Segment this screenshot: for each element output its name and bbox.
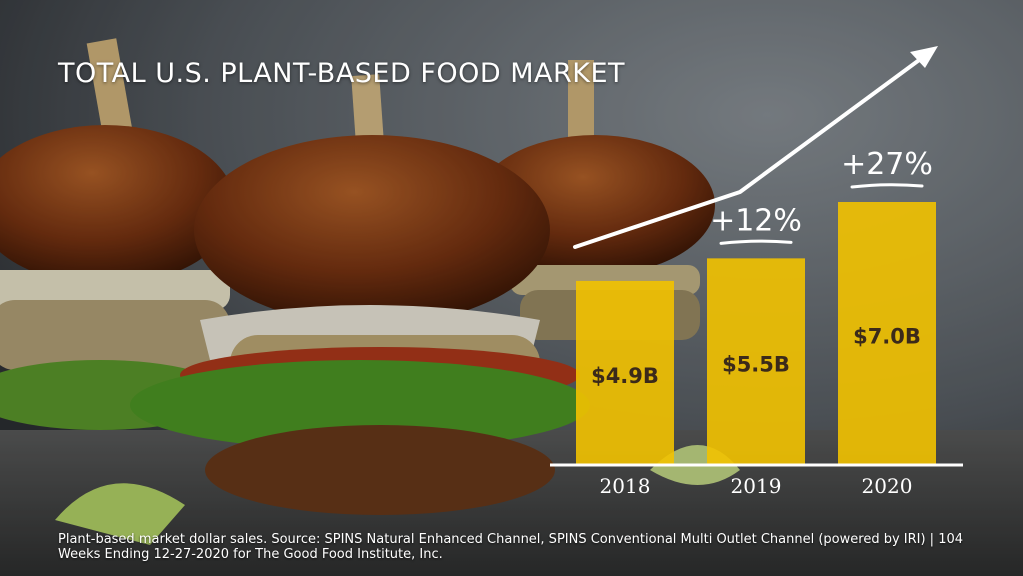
chart-title: TOTAL U.S. PLANT-BASED FOOD MARKET (58, 58, 626, 89)
trend-arrow-line (573, 50, 932, 249)
growth-label-2019: +12% (710, 203, 802, 238)
bar-2018 (576, 280, 674, 465)
growth-label-2020: +27% (841, 147, 933, 182)
bar-value-label-2020: $7.0B (853, 325, 921, 349)
bar-value-label-2019: $5.5B (722, 353, 790, 377)
growth-underline-2019 (719, 239, 793, 245)
bar-2020 (838, 202, 936, 465)
bar-2019 (707, 258, 805, 465)
x-tick-label-2019: 2019 (731, 474, 782, 498)
x-tick-label-2020: 2020 (862, 474, 913, 498)
trend-arrow-head (910, 46, 938, 68)
bar-value-label-2018: $4.9B (591, 364, 659, 388)
source-note: Plant-based market dollar sales. Source:… (58, 532, 964, 562)
growth-underline-2020 (850, 183, 924, 189)
x-tick-label-2018: 2018 (600, 474, 651, 498)
